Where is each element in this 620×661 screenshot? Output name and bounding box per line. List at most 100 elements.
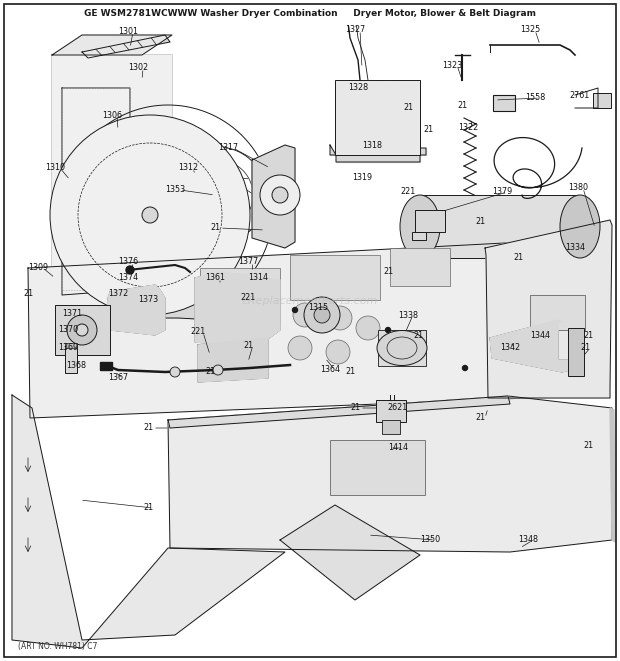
Text: 1361: 1361 [205, 274, 225, 282]
Text: 1348: 1348 [518, 535, 538, 545]
Text: 21: 21 [423, 126, 433, 134]
Polygon shape [12, 395, 285, 648]
Circle shape [76, 324, 88, 336]
Text: 1318: 1318 [362, 141, 382, 149]
Text: 21: 21 [580, 344, 590, 352]
Ellipse shape [400, 195, 440, 258]
Circle shape [260, 175, 300, 215]
Text: 1342: 1342 [500, 344, 520, 352]
Polygon shape [330, 145, 426, 162]
Polygon shape [52, 35, 172, 55]
Text: 1368: 1368 [66, 360, 86, 369]
Text: 1370: 1370 [58, 325, 78, 334]
Text: 1380: 1380 [568, 184, 588, 192]
Text: 1364: 1364 [320, 366, 340, 375]
Text: 2761: 2761 [570, 91, 590, 100]
Bar [568, 328, 584, 376]
Bar [335, 80, 420, 155]
Bar [420, 195, 580, 258]
Bar [378, 330, 426, 366]
Polygon shape [62, 88, 130, 295]
Bar [530, 295, 585, 330]
Text: 221: 221 [401, 188, 415, 196]
Polygon shape [120, 285, 215, 320]
Text: 1315: 1315 [308, 303, 328, 313]
Text: 1312: 1312 [178, 163, 198, 173]
Text: 21: 21 [475, 217, 485, 227]
Ellipse shape [377, 330, 427, 366]
Text: 1344: 1344 [530, 330, 550, 340]
Polygon shape [52, 55, 172, 290]
Text: 2621: 2621 [388, 403, 408, 412]
Circle shape [304, 297, 340, 333]
Polygon shape [490, 320, 570, 372]
Text: 21: 21 [210, 223, 220, 233]
Circle shape [463, 366, 467, 371]
Bar [412, 232, 426, 240]
Circle shape [142, 207, 158, 223]
Text: 21: 21 [23, 290, 33, 299]
Text: 1379: 1379 [492, 188, 512, 196]
Polygon shape [252, 145, 295, 248]
Text: (ART NO. WH781) C7: (ART NO. WH781) C7 [18, 641, 97, 650]
Bar [200, 268, 280, 323]
Text: 1373: 1373 [138, 295, 158, 305]
Polygon shape [108, 285, 165, 335]
Text: 21: 21 [475, 414, 485, 422]
Polygon shape [610, 408, 615, 542]
Circle shape [50, 115, 250, 315]
Circle shape [293, 303, 317, 327]
Polygon shape [82, 35, 170, 58]
Circle shape [126, 266, 134, 274]
Text: 221: 221 [241, 293, 255, 303]
Text: 21: 21 [143, 424, 153, 432]
Polygon shape [485, 220, 612, 398]
Text: 21: 21 [403, 104, 413, 112]
Text: 1302: 1302 [128, 63, 148, 73]
Text: 1367: 1367 [108, 373, 128, 383]
Text: 1558: 1558 [525, 93, 545, 102]
Text: 221: 221 [190, 327, 206, 336]
Bar [415, 210, 445, 232]
Text: 1328: 1328 [348, 83, 368, 93]
Text: 21: 21 [513, 254, 523, 262]
Text: 21: 21 [243, 340, 253, 350]
Text: 21: 21 [583, 440, 593, 449]
Polygon shape [280, 505, 420, 600]
Bar [290, 255, 380, 300]
Circle shape [170, 367, 180, 377]
Circle shape [67, 315, 97, 345]
Text: 1322: 1322 [458, 124, 478, 132]
Bar [593, 93, 611, 108]
Text: 1319: 1319 [352, 173, 372, 182]
Text: 21: 21 [143, 504, 153, 512]
Bar [65, 343, 77, 348]
Text: eReplacementParts.com: eReplacementParts.com [242, 295, 378, 305]
Bar [100, 362, 112, 370]
Text: 1317: 1317 [218, 143, 238, 153]
Bar [330, 440, 425, 495]
Bar [376, 400, 406, 422]
Text: 21: 21 [350, 403, 360, 412]
Text: 1414: 1414 [388, 444, 408, 453]
Text: 1306: 1306 [102, 110, 122, 120]
Text: 1325: 1325 [520, 26, 540, 34]
Text: 21: 21 [457, 100, 467, 110]
Polygon shape [168, 396, 612, 552]
Circle shape [213, 365, 223, 375]
Circle shape [386, 327, 391, 332]
Bar [382, 420, 400, 434]
Text: 1334: 1334 [565, 243, 585, 253]
Text: GE WSM2781WCWWW Washer Dryer Combination     Dryer Motor, Blower & Belt Diagram: GE WSM2781WCWWW Washer Dryer Combination… [84, 9, 536, 19]
Circle shape [356, 316, 380, 340]
Circle shape [326, 340, 350, 364]
Circle shape [314, 307, 330, 323]
Text: 21: 21 [205, 368, 215, 377]
Text: 21: 21 [583, 330, 593, 340]
Text: 1323: 1323 [442, 61, 462, 69]
Text: 1310: 1310 [45, 163, 65, 173]
Text: 1372: 1372 [108, 290, 128, 299]
Text: 1327: 1327 [345, 26, 365, 34]
Polygon shape [198, 338, 268, 382]
Text: 1353: 1353 [165, 186, 185, 194]
